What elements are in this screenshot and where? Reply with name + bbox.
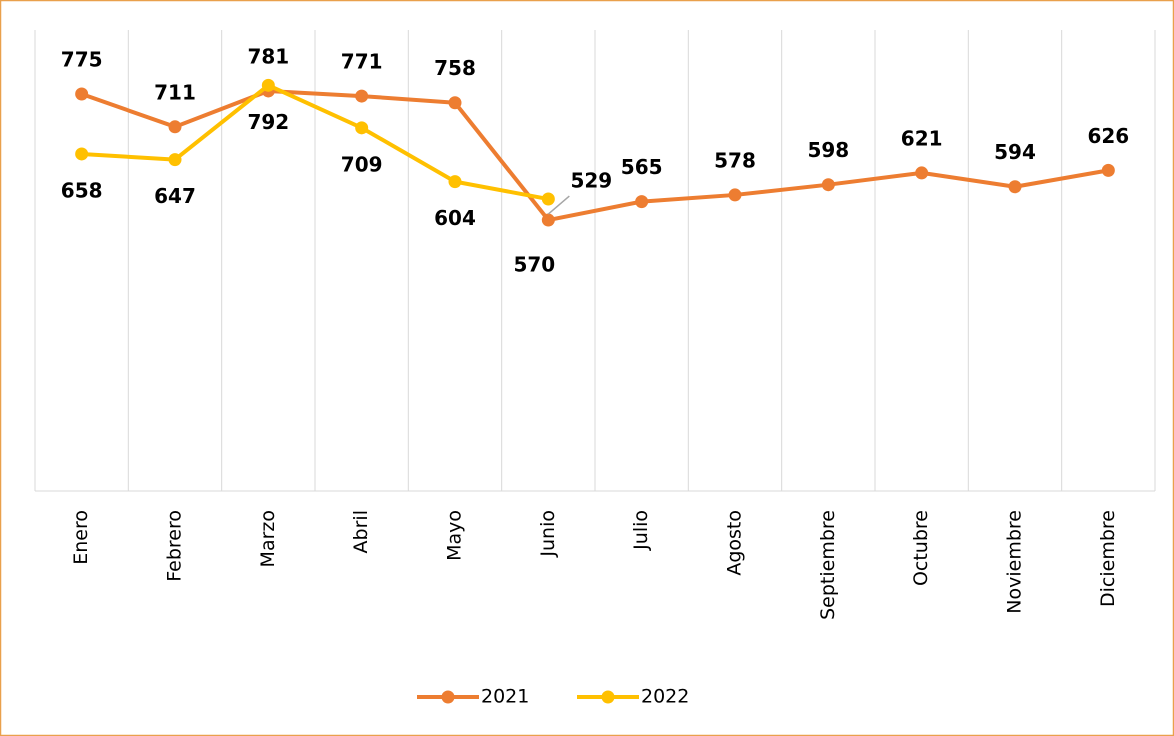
- data-label: 598: [807, 138, 849, 162]
- data-point: [541, 213, 555, 227]
- x-tick-label: Abril: [350, 510, 372, 553]
- data-label: 570: [513, 253, 555, 277]
- data-label: 647: [154, 184, 196, 208]
- data-point: [261, 78, 275, 92]
- data-point: [75, 147, 89, 161]
- legend-label: 2021: [481, 686, 529, 708]
- data-label: 529: [570, 169, 612, 193]
- x-tick-label: Agosto: [724, 510, 746, 576]
- x-tick-label: Diciembre: [1097, 510, 1119, 607]
- data-point: [355, 89, 369, 103]
- data-point: [168, 120, 182, 134]
- x-tick-label: Enero: [70, 510, 92, 565]
- x-tick-label: Noviembre: [1004, 510, 1026, 614]
- data-point: [635, 195, 649, 209]
- data-point: [728, 188, 742, 202]
- data-point: [821, 178, 835, 192]
- data-label: 771: [341, 50, 383, 74]
- data-label: 565: [621, 155, 663, 179]
- data-point: [168, 153, 182, 167]
- data-label: 781: [247, 44, 289, 68]
- data-label: 709: [341, 152, 383, 176]
- data-label: 626: [1087, 124, 1129, 148]
- x-tick-label: Julio: [630, 510, 652, 551]
- data-point: [448, 96, 462, 110]
- x-tick-label: Junio: [537, 510, 559, 558]
- data-point: [75, 87, 89, 101]
- x-tick-label: Marzo: [257, 510, 279, 567]
- data-label: 758: [434, 56, 476, 80]
- x-tick-label: Mayo: [444, 510, 466, 561]
- data-label: 594: [994, 140, 1036, 164]
- data-label: 658: [61, 178, 103, 202]
- data-point: [1101, 163, 1115, 177]
- x-tick-label: Septiembre: [817, 510, 839, 620]
- data-point: [541, 192, 555, 206]
- data-point: [1008, 180, 1022, 194]
- series-line: [81, 83, 549, 201]
- data-label: 578: [714, 148, 756, 172]
- data-label: 792: [247, 110, 289, 134]
- data-label: 775: [61, 48, 103, 72]
- data-label: 604: [434, 206, 476, 230]
- data-point: [915, 166, 929, 180]
- data-label: 711: [154, 80, 196, 104]
- data-point: [355, 121, 369, 135]
- x-tick-label: Octubre: [910, 510, 932, 586]
- legend-marker: [441, 690, 455, 704]
- legend-label: 2022: [641, 686, 689, 708]
- x-tick-label: Febrero: [164, 510, 186, 582]
- leader-line: [547, 195, 570, 215]
- data-point: [448, 175, 462, 189]
- data-label: 621: [901, 126, 943, 150]
- legend-marker: [601, 690, 615, 704]
